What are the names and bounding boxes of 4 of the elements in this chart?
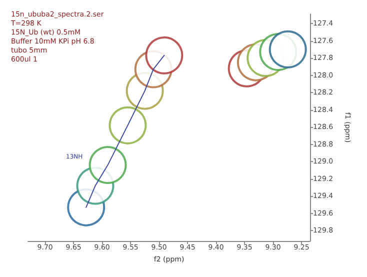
point bbox=[88, 146, 127, 184]
point bbox=[268, 30, 307, 68]
point bbox=[145, 36, 184, 74]
point bbox=[108, 106, 147, 144]
